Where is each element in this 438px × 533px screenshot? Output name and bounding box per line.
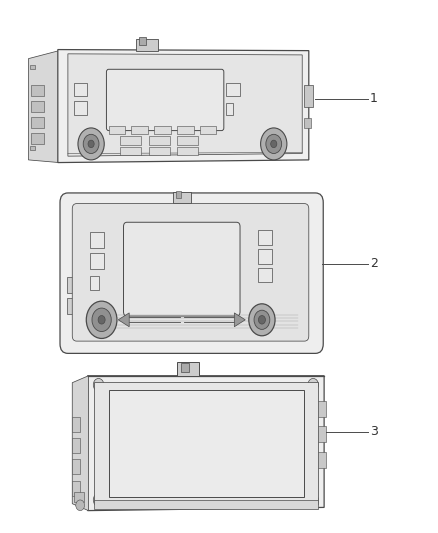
Polygon shape xyxy=(58,50,309,163)
Circle shape xyxy=(88,140,94,148)
Bar xyxy=(31,85,44,96)
Bar xyxy=(258,249,272,264)
Bar xyxy=(176,191,181,198)
Circle shape xyxy=(308,494,318,506)
Bar xyxy=(318,426,326,442)
Text: 3: 3 xyxy=(370,425,378,438)
Circle shape xyxy=(92,308,111,332)
Circle shape xyxy=(249,304,275,336)
Circle shape xyxy=(98,316,105,324)
FancyBboxPatch shape xyxy=(106,69,224,131)
Bar xyxy=(67,277,78,293)
Bar xyxy=(74,101,87,115)
Bar xyxy=(318,452,326,468)
Bar xyxy=(31,117,44,128)
Bar xyxy=(109,390,304,497)
Bar xyxy=(226,103,233,115)
Bar xyxy=(304,118,311,128)
Circle shape xyxy=(78,207,89,221)
Polygon shape xyxy=(68,54,302,156)
Bar xyxy=(139,37,146,45)
Bar xyxy=(90,232,104,248)
FancyBboxPatch shape xyxy=(124,222,240,316)
Bar xyxy=(72,459,80,474)
Circle shape xyxy=(275,207,286,221)
Circle shape xyxy=(78,326,89,340)
Text: 1: 1 xyxy=(370,92,378,105)
Bar xyxy=(120,136,141,145)
Bar xyxy=(72,438,80,453)
Bar xyxy=(181,363,189,372)
FancyBboxPatch shape xyxy=(60,193,323,353)
Bar xyxy=(90,276,99,290)
Polygon shape xyxy=(234,313,245,327)
Circle shape xyxy=(258,316,265,324)
Circle shape xyxy=(275,326,286,340)
Polygon shape xyxy=(72,376,88,511)
Bar xyxy=(177,126,194,134)
Circle shape xyxy=(93,494,104,506)
Circle shape xyxy=(266,134,282,154)
Bar xyxy=(258,268,272,282)
Bar xyxy=(74,83,87,96)
Bar xyxy=(136,39,158,51)
Bar xyxy=(177,147,198,155)
Bar xyxy=(200,126,216,134)
Circle shape xyxy=(254,310,270,329)
Bar xyxy=(74,492,84,502)
Circle shape xyxy=(308,378,318,391)
Text: 2: 2 xyxy=(370,257,378,270)
Circle shape xyxy=(83,134,99,154)
Bar xyxy=(31,101,44,112)
Circle shape xyxy=(271,140,277,148)
Bar xyxy=(94,382,318,504)
Polygon shape xyxy=(28,51,59,163)
Bar xyxy=(304,85,313,107)
Bar xyxy=(177,136,198,145)
FancyBboxPatch shape xyxy=(72,204,309,341)
Bar xyxy=(131,126,148,134)
Bar xyxy=(177,362,199,376)
Bar xyxy=(90,253,104,269)
Circle shape xyxy=(93,378,104,391)
Polygon shape xyxy=(118,313,129,327)
Bar xyxy=(72,417,80,432)
Bar xyxy=(154,126,171,134)
Circle shape xyxy=(261,128,287,160)
Polygon shape xyxy=(88,376,324,511)
Bar xyxy=(72,481,80,496)
Bar xyxy=(318,401,326,417)
Bar xyxy=(284,277,295,293)
Bar xyxy=(173,192,191,203)
Bar xyxy=(67,298,78,314)
Circle shape xyxy=(78,128,104,160)
Bar xyxy=(284,298,295,314)
Bar xyxy=(258,230,272,245)
Bar xyxy=(30,146,35,150)
Bar xyxy=(149,136,170,145)
Circle shape xyxy=(76,500,85,511)
Bar xyxy=(120,147,141,155)
Bar xyxy=(149,147,170,155)
Bar xyxy=(31,133,44,144)
Circle shape xyxy=(86,301,117,338)
Bar xyxy=(94,500,318,509)
Bar xyxy=(226,83,240,96)
Bar xyxy=(109,126,125,134)
Bar xyxy=(30,65,35,69)
